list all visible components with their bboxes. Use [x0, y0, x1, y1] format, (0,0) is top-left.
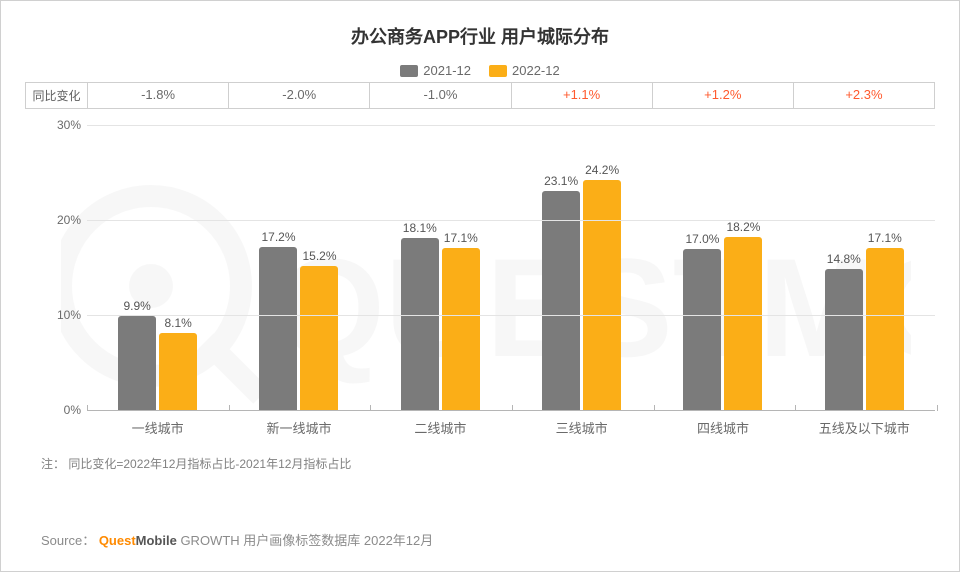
- bar-2022-12: 18.2%: [724, 237, 762, 410]
- brand-mobile: Mobile: [136, 533, 177, 548]
- bar-2022-12: 17.1%: [442, 248, 480, 410]
- bar-group-3: 23.1%24.2%: [511, 125, 652, 410]
- bar-value-label: 17.0%: [685, 232, 719, 246]
- change-cell-2: -1.0%: [370, 83, 511, 108]
- legend: 2021-12 2022-12: [1, 63, 959, 78]
- bar-value-label: 15.2%: [302, 249, 336, 263]
- change-row-header: 同比变化: [26, 83, 88, 108]
- gridline: [87, 315, 935, 316]
- bar-2021-12: 9.9%: [118, 316, 156, 410]
- x-tick: [512, 405, 513, 411]
- legend-item-0: 2021-12: [400, 63, 471, 78]
- x-tick: [795, 405, 796, 411]
- bar-2022-12: 15.2%: [300, 266, 338, 410]
- bar-group-0: 9.9%8.1%: [87, 125, 228, 410]
- bar-value-label: 24.2%: [585, 163, 619, 177]
- source-line: Source： QuestMobile GROWTH 用户画像标签数据库 202…: [41, 530, 433, 549]
- x-tick: [370, 405, 371, 411]
- bar-value-label: 8.1%: [164, 316, 191, 330]
- bar-value-label: 17.2%: [261, 230, 295, 244]
- x-axis-label: 四线城市: [652, 418, 793, 437]
- bar-value-label: 18.2%: [726, 220, 760, 234]
- change-cell-3: +1.1%: [512, 83, 653, 108]
- x-axis-label: 五线及以下城市: [794, 418, 935, 437]
- change-cell-1: -2.0%: [229, 83, 370, 108]
- change-row: 同比变化 -1.8%-2.0%-1.0%+1.1%+1.2%+2.3%: [25, 82, 935, 109]
- legend-swatch: [400, 65, 418, 77]
- plot-region: 9.9%8.1%17.2%15.2%18.1%17.1%23.1%24.2%17…: [87, 125, 935, 411]
- bar-2021-12: 18.1%: [401, 238, 439, 410]
- legend-label: 2021-12: [423, 63, 471, 78]
- bar-value-label: 14.8%: [827, 252, 861, 266]
- y-axis-label: 30%: [39, 118, 81, 132]
- bar-group-1: 17.2%15.2%: [228, 125, 369, 410]
- x-axis-label: 新一线城市: [228, 418, 369, 437]
- x-axis-label: 二线城市: [370, 418, 511, 437]
- bar-2021-12: 23.1%: [542, 191, 580, 410]
- y-axis-label: 0%: [39, 403, 81, 417]
- change-cell-4: +1.2%: [653, 83, 794, 108]
- bar-value-label: 18.1%: [403, 221, 437, 235]
- x-axis-label: 三线城市: [511, 418, 652, 437]
- bar-2022-12: 24.2%: [583, 180, 621, 410]
- gridline: [87, 220, 935, 221]
- change-cell-5: +2.3%: [794, 83, 934, 108]
- footnote: 注： 同比变化=2022年12月指标占比-2021年12月指标占比: [41, 455, 935, 472]
- bar-groups: 9.9%8.1%17.2%15.2%18.1%17.1%23.1%24.2%17…: [87, 125, 935, 410]
- x-axis-label: 一线城市: [87, 418, 228, 437]
- chart-title: 办公商务APP行业 用户城际分布: [1, 1, 959, 49]
- source-prefix: Source：: [41, 533, 99, 548]
- bar-2022-12: 8.1%: [159, 333, 197, 410]
- bar-2022-12: 17.1%: [866, 248, 904, 410]
- x-tick: [87, 405, 88, 411]
- bar-group-5: 14.8%17.1%: [794, 125, 935, 410]
- x-tick: [229, 405, 230, 411]
- x-tick: [937, 405, 938, 411]
- x-tick: [654, 405, 655, 411]
- gridline: [87, 125, 935, 126]
- legend-swatch: [489, 65, 507, 77]
- legend-label: 2022-12: [512, 63, 560, 78]
- source-suffix: GROWTH 用户画像标签数据库 2022年12月: [177, 533, 433, 548]
- bar-2021-12: 17.0%: [683, 249, 721, 411]
- bar-value-label: 17.1%: [868, 231, 902, 245]
- bar-value-label: 17.1%: [444, 231, 478, 245]
- legend-item-1: 2022-12: [489, 63, 560, 78]
- y-axis-label: 20%: [39, 213, 81, 227]
- bar-group-2: 18.1%17.1%: [370, 125, 511, 410]
- y-axis-label: 10%: [39, 308, 81, 322]
- bar-2021-12: 17.2%: [259, 247, 297, 410]
- brand-quest: Quest: [99, 533, 136, 548]
- bar-2021-12: 14.8%: [825, 269, 863, 410]
- x-axis-labels: 一线城市新一线城市二线城市三线城市四线城市五线及以下城市: [87, 418, 935, 437]
- chart-area: 9.9%8.1%17.2%15.2%18.1%17.1%23.1%24.2%17…: [25, 111, 935, 451]
- bar-value-label: 23.1%: [544, 174, 578, 188]
- bar-value-label: 9.9%: [123, 299, 150, 313]
- bar-group-4: 17.0%18.2%: [652, 125, 793, 410]
- chart-container: QUESTMOBILE 办公商务APP行业 用户城际分布 2021-122022…: [0, 0, 960, 572]
- change-cell-0: -1.8%: [88, 83, 229, 108]
